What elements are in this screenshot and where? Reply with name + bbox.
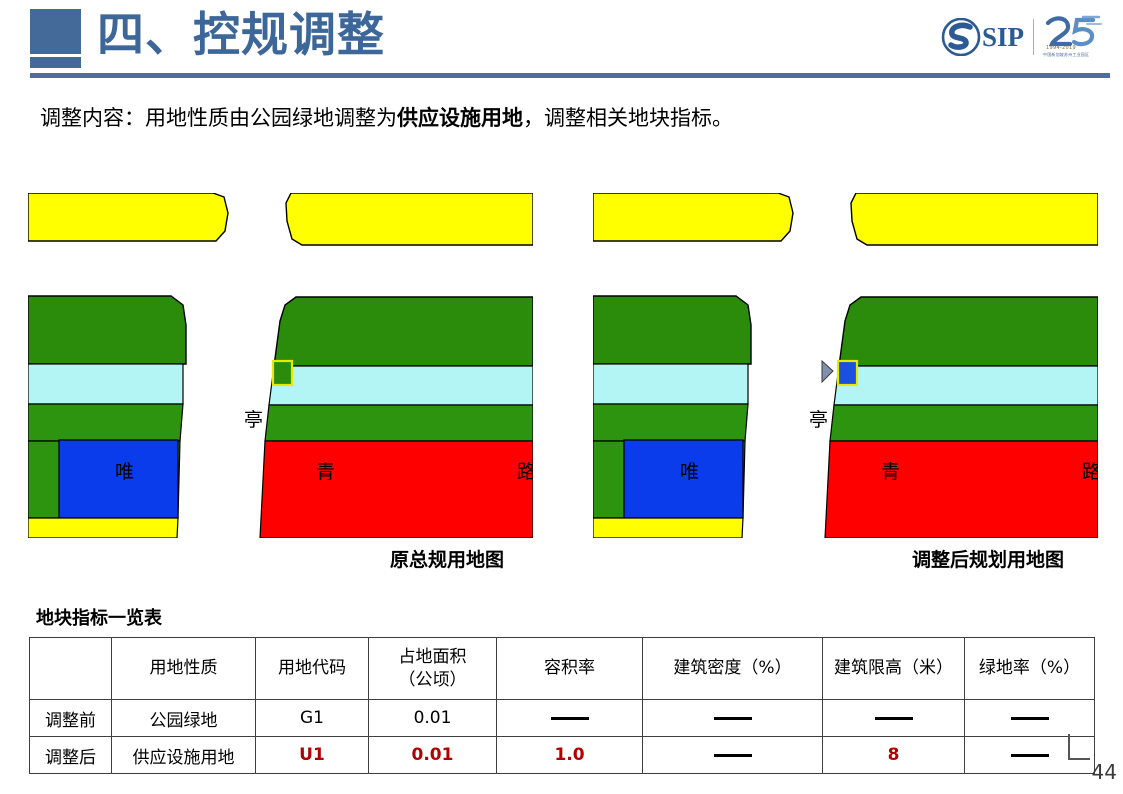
map-after-svg [593, 193, 1098, 538]
cell-height-before [822, 699, 965, 737]
th-area: 占地面积 （公顷） [368, 637, 497, 700]
row-label-before: 调整前 [29, 699, 112, 737]
th-density: 建筑密度（%） [642, 637, 823, 700]
road-label-lu-left: 路 [517, 461, 533, 483]
cell-green-before [964, 699, 1095, 737]
th-height: 建筑限高（米） [822, 637, 965, 700]
th-far: 容积率 [496, 637, 643, 700]
cell-density-before [642, 699, 823, 737]
road-label-top-center-right: 亭 [809, 409, 829, 431]
cell-code-after: U1 [255, 736, 369, 774]
page-title: 四、控规调整 [97, 8, 385, 63]
road-label-qing-left: 青 [316, 461, 336, 483]
anniversary-caption: 中国新加坡苏州工业园区 [1043, 52, 1090, 57]
road-label-wei-right: 唯 [680, 461, 700, 483]
road-label-top-center-left: 亭 [244, 409, 264, 431]
sip-logo: SIP 1994-2019 中国新加坡苏州工业园区 [941, 14, 1105, 60]
road-label-lu-right: 路 [1082, 461, 1098, 483]
anniversary-emblem: 1994-2019 中国新加坡苏州工业园区 [1043, 15, 1105, 59]
th-green: 绿地率（%） [964, 637, 1095, 700]
cell-code-before: G1 [255, 699, 369, 737]
dash-icon [713, 753, 752, 757]
anniversary-25-icon [1045, 15, 1102, 47]
table-row: 调整前 公园绿地 G1 0.01 [29, 699, 1095, 737]
anniversary-years: 1994-2019 [1046, 45, 1076, 51]
th-area-line1: 占地面积 [398, 646, 467, 667]
cell-nature-before: 公园绿地 [111, 699, 256, 737]
description-prefix: 调整内容：用地性质由公园绿地调整为 [40, 106, 397, 130]
table-header-row: 用地性质 用地代码 占地面积 （公顷） 容积率 建筑密度（%） 建筑限高（米） … [29, 637, 1095, 700]
cell-far-before [496, 699, 643, 737]
sip-s-icon [941, 18, 981, 56]
sip-logo-text: SIP [981, 22, 1024, 52]
cell-green-after [964, 736, 1095, 774]
cell-far-after: 1.0 [496, 736, 643, 774]
land-index-table: 用地性质 用地代码 占地面积 （公顷） 容积率 建筑密度（%） 建筑限高（米） … [29, 637, 1095, 774]
road-label-wei-left: 唯 [115, 461, 135, 483]
map-caption-after: 调整后规划用地图 [912, 549, 1065, 571]
header-divider-rule [30, 73, 1110, 78]
road-label-qing-right: 青 [881, 461, 901, 483]
map-before-adjustment: G1 亭 唯 青 路 盛 路 [28, 193, 533, 538]
adjustment-description: 调整内容：用地性质由公园绿地调整为供应设施用地，调整相关地块指标。 [40, 103, 733, 133]
header-accent-block [30, 9, 81, 54]
dash-icon [1010, 716, 1049, 720]
dash-icon [550, 716, 589, 720]
cell-height-after: 8 [822, 736, 965, 774]
map-after-adjustment: U1 亭 唯 青 路 盛 路 [593, 193, 1098, 538]
description-emphasis: 供应设施用地 [397, 106, 523, 130]
corner-bracket [1068, 734, 1090, 760]
map-before-svg [28, 193, 533, 538]
cell-nature-after: 供应设施用地 [111, 736, 256, 774]
page-number: 44 [1091, 760, 1117, 784]
row-label-after: 调整后 [29, 736, 112, 774]
map-caption-before: 原总规用地图 [390, 549, 505, 571]
th-area-line2: （公顷） [398, 669, 467, 690]
dash-icon [1010, 753, 1049, 757]
th-blank [29, 637, 112, 700]
table-row: 调整后 供应设施用地 U1 0.01 1.0 8 [29, 736, 1095, 774]
th-nature: 用地性质 [111, 637, 256, 700]
logo-divider [1033, 19, 1034, 55]
cell-area-after: 0.01 [368, 736, 497, 774]
dash-icon [713, 716, 752, 720]
dash-icon [874, 716, 913, 720]
table-title: 地块指标一览表 [36, 608, 162, 629]
th-code: 用地代码 [255, 637, 369, 700]
cell-area-before: 0.01 [368, 699, 497, 737]
cell-density-after [642, 736, 823, 774]
header-accent-bar [30, 57, 81, 68]
description-suffix: ，调整相关地块指标。 [523, 106, 733, 130]
